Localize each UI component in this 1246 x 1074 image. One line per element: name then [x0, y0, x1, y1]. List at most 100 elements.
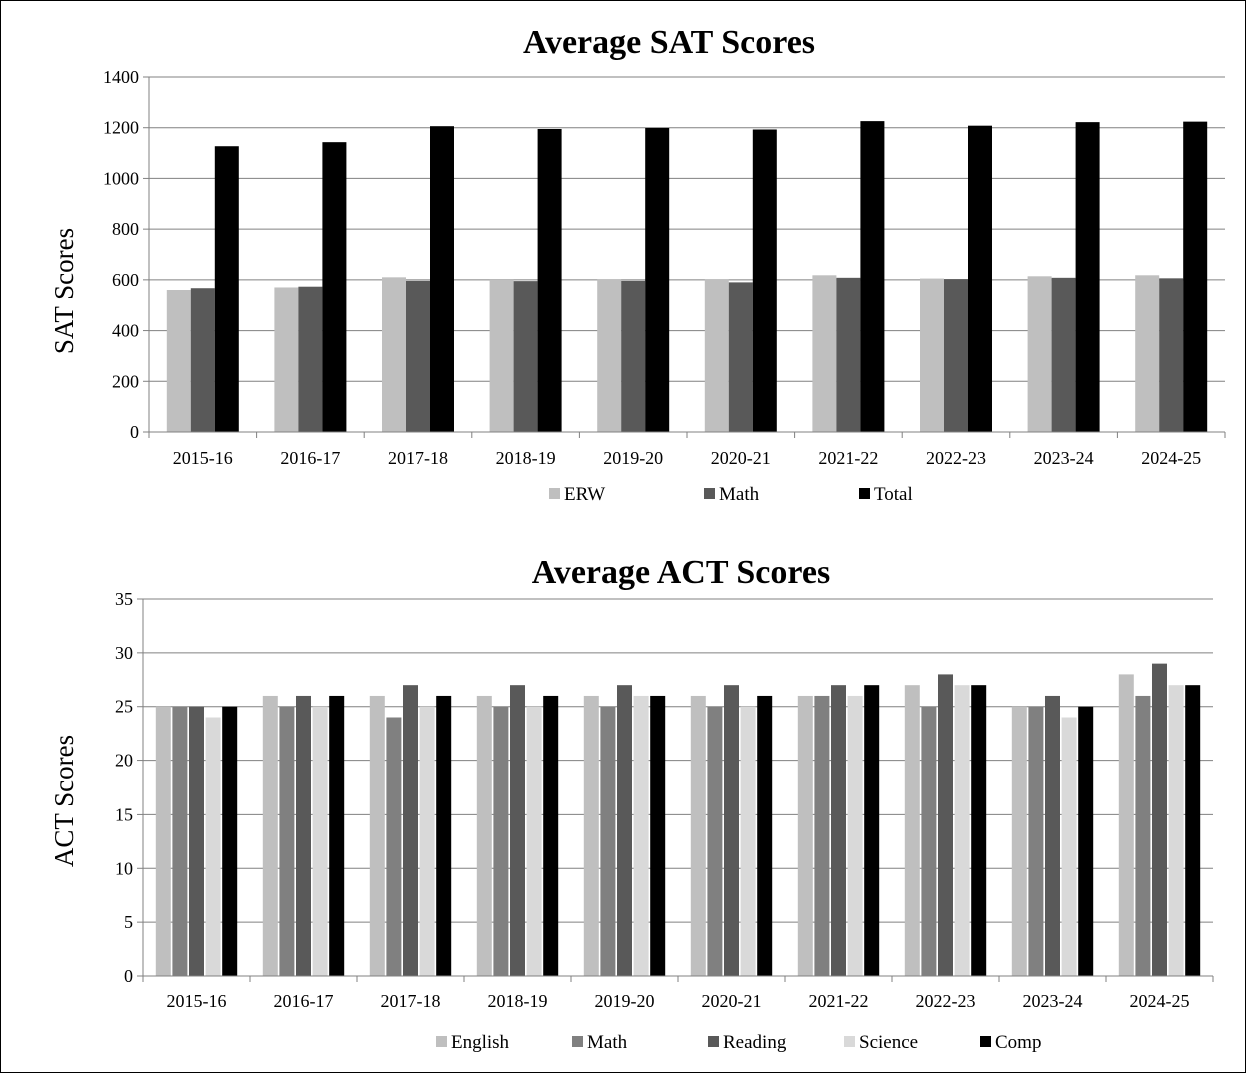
act-bar-english-2023-24: [1011, 706, 1027, 976]
act-bar-science-2015-16: [205, 717, 221, 976]
act-legend-swatch-reading: [708, 1036, 719, 1047]
act-chart: Average ACT Scores ACT Scores 0 5 10 15 20 25 30…: [49, 554, 1214, 1053]
act-y-tick-label: 5: [124, 912, 133, 932]
act-bar-science-2024-25: [1168, 685, 1184, 976]
act-legend-label-science: Science: [859, 1032, 918, 1053]
sat-y-tick-label: 0: [130, 422, 139, 442]
act-bar-reading-2023-24: [1045, 695, 1060, 976]
act-bar-science-2018-19: [526, 706, 542, 976]
sat-y-tick-label: 1000: [103, 168, 139, 188]
sat-x-tick-label: 2016-17: [280, 448, 340, 468]
act-bar-science-2023-24: [1061, 717, 1077, 976]
sat-bar-total-2019-20: [645, 127, 670, 432]
sat-bar-math-2024-25: [1159, 278, 1184, 432]
sat-bar-total-2021-22: [860, 121, 885, 432]
sat-x-tick-label: 2023-24: [1034, 448, 1094, 468]
act-bar-english-2020-21: [690, 695, 706, 976]
act-x-tick-label: 2020-21: [702, 991, 762, 1011]
act-y-tick-label: 0: [124, 966, 133, 986]
sat-bar-total-2023-24: [1075, 122, 1100, 432]
act-x-tick-label: 2023-24: [1023, 991, 1083, 1011]
sat-bar-erw-2019-20: [597, 279, 622, 432]
sat-x-tick-label: 2017-18: [388, 448, 448, 468]
sat-bar-erw-2017-18: [382, 277, 406, 432]
sat-x-tick-label: 2024-25: [1141, 448, 1201, 468]
sat-y-tick-label: 1400: [103, 67, 139, 87]
sat-bar-total-2024-25: [1183, 121, 1208, 432]
act-x-tick-label: 2015-16: [167, 991, 227, 1011]
act-bar-math-2021-22: [814, 695, 830, 976]
sat-legend-swatch-total: [859, 488, 870, 499]
act-bar-english-2022-23: [904, 685, 920, 976]
sat-bar-total-2020-21: [752, 129, 777, 432]
act-bar-science-2021-22: [847, 695, 863, 976]
sat-bar-erw-2018-19: [489, 279, 514, 432]
act-bar-math-2017-18: [386, 717, 402, 976]
sat-bar-erw-2023-24: [1027, 276, 1052, 432]
act-bar-comp-2015-16: [222, 706, 238, 976]
act-x-tick-label: 2022-23: [916, 991, 976, 1011]
act-x-tick-label: 2017-18: [381, 991, 441, 1011]
act-bar-comp-2019-20: [650, 695, 666, 976]
act-bar-science-2020-21: [740, 706, 756, 976]
act-bar-math-2018-19: [493, 706, 509, 976]
act-x-tick-label: 2016-17: [274, 991, 334, 1011]
act-legend-swatch-comp: [980, 1036, 991, 1047]
sat-bar-erw-2016-17: [274, 287, 299, 432]
act-bar-english-2021-22: [797, 695, 813, 976]
act-bar-math-2024-25: [1135, 695, 1151, 976]
sat-x-tick-label: 2015-16: [173, 448, 233, 468]
sat-bar-math-2023-24: [1051, 277, 1076, 432]
act-x-tick-label: 2018-19: [488, 991, 548, 1011]
act-bar-math-2022-23: [921, 706, 937, 976]
sat-bar-math-2019-20: [621, 280, 646, 432]
act-y-tick-label: 30: [115, 643, 133, 663]
act-legend-label-math: Math: [587, 1032, 628, 1053]
sat-bar-total-2022-23: [968, 125, 992, 432]
act-x-tick-label: 2021-22: [809, 991, 869, 1011]
act-legend-label-reading: Reading: [723, 1032, 787, 1053]
act-bar-reading-2017-18: [403, 685, 418, 976]
sat-bar-erw-2022-23: [920, 278, 944, 432]
sat-bar-total-2016-17: [322, 142, 347, 433]
sat-legend-label-total: Total: [874, 484, 913, 505]
sat-y-axis-label: SAT Scores: [49, 228, 79, 354]
act-legend-swatch-english: [436, 1036, 447, 1047]
act-legend-swatch-science: [844, 1036, 855, 1047]
act-bar-english-2016-17: [262, 695, 278, 976]
sat-bar-math-2017-18: [406, 280, 430, 432]
act-bar-english-2015-16: [155, 706, 171, 976]
sat-chart-title: Average SAT Scores: [523, 24, 815, 61]
act-x-tick-label: 2019-20: [595, 991, 655, 1011]
act-bar-english-2019-20: [583, 695, 599, 976]
sat-bar-erw-2020-21: [704, 279, 729, 432]
sat-bar-math-2021-22: [836, 277, 861, 432]
sat-bar-math-2018-19: [513, 281, 538, 432]
act-bar-science-2016-17: [312, 706, 328, 976]
sat-bar-total-2018-19: [537, 128, 562, 432]
sat-x-tick-label: 2019-20: [603, 448, 663, 468]
act-y-tick-label: 15: [115, 804, 133, 824]
sat-legend-label-erw: ERW: [564, 484, 605, 505]
act-bar-science-2022-23: [954, 685, 970, 976]
act-bar-reading-2015-16: [189, 706, 204, 976]
act-legend-label-comp: Comp: [995, 1032, 1041, 1053]
act-bar-english-2017-18: [369, 695, 385, 976]
sat-y-tick-label: 200: [112, 371, 139, 391]
act-bar-comp-2022-23: [971, 685, 987, 976]
act-bar-reading-2016-17: [296, 695, 311, 976]
sat-bar-math-2022-23: [944, 279, 968, 432]
sat-bar-erw-2015-16: [166, 290, 191, 432]
sat-y-tick-label: 400: [112, 321, 139, 341]
act-bar-english-2018-19: [476, 695, 492, 976]
act-bar-reading-2018-19: [510, 685, 525, 976]
act-y-tick-label: 35: [115, 589, 133, 609]
act-y-tick-label: 10: [115, 858, 133, 878]
sat-bar-math-2015-16: [190, 288, 215, 432]
act-bar-reading-2022-23: [938, 674, 953, 976]
sat-x-tick-label: 2020-21: [711, 448, 771, 468]
act-bar-math-2019-20: [600, 706, 616, 976]
act-bar-comp-2020-21: [757, 695, 773, 976]
